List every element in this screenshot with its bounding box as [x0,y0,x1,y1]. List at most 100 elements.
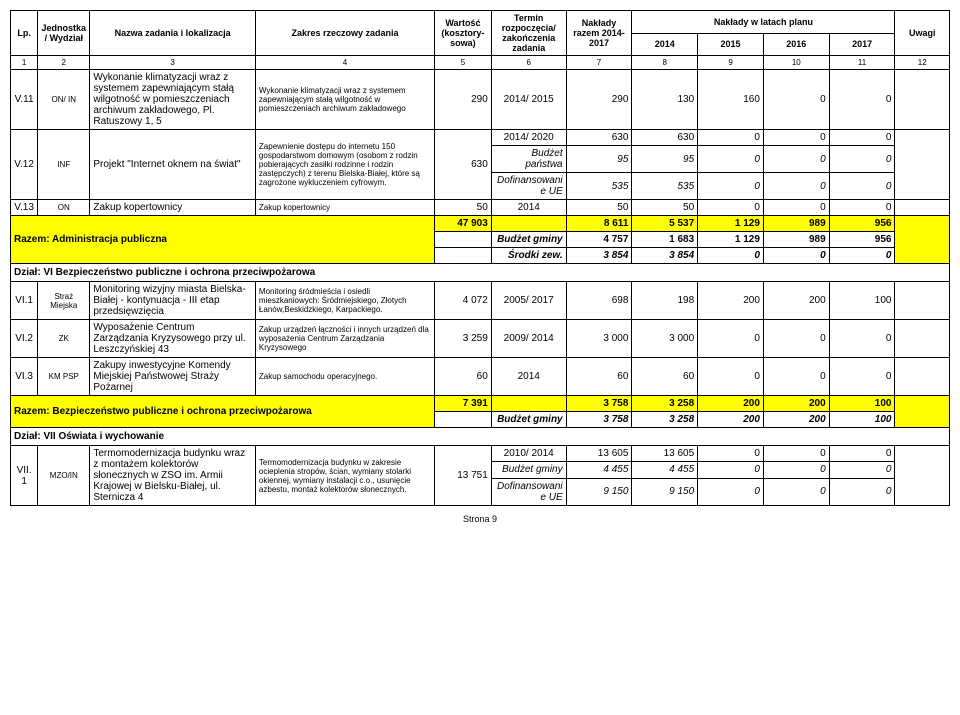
row-vi3: VI.3 KM PSP Zakupy inwestycyjne Komendy … [11,358,950,396]
sa-bg-y14: 1 683 [632,232,698,248]
v12-bp-tot: 95 [566,146,632,173]
vii1-ue-y17: 0 [829,478,895,505]
vi3-scope: Zakup samochodu operacyjnego. [255,358,434,396]
vii1-cost: 13 751 [435,446,492,506]
v13-y14: 50 [632,200,698,216]
sb-label: Razem: Bezpieczeństwo publiczne i ochron… [11,396,435,428]
cn-9: 9 [698,56,764,70]
vii1-ue-y15: 0 [698,478,764,505]
vii1-ue-y16: 0 [763,478,829,505]
vi3-y16: 0 [763,358,829,396]
vi3-notes [895,358,950,396]
h-scope: Zakres rzeczowy zadania [255,11,434,56]
vi3-lp: VI.3 [11,358,38,396]
vi1-y14: 198 [632,282,698,320]
vi3-term: 2014 [491,358,566,396]
v13-y16: 0 [763,200,829,216]
vii1-ue-label: Dofinansowanie UE [491,478,566,505]
vi1-notes [895,282,950,320]
v11-y17: 0 [829,70,895,130]
v13-lp: V.13 [11,200,38,216]
sb-y17: 100 [829,396,895,412]
h-total: Nakłady razem 2014-2017 [566,11,632,56]
row-vi2: VI.2 ZK Wyposażenie Centrum Zarządzania … [11,320,950,358]
v12-unit: INF [38,130,90,200]
cn-12: 12 [895,56,950,70]
vi2-y16: 0 [763,320,829,358]
v12-y16: 0 [763,130,829,146]
vii1-bg-y17: 0 [829,462,895,478]
vii1-name: Termomodernizacja budynku wraz z montaże… [90,446,256,506]
cn-1: 1 [11,56,38,70]
vi2-y17: 0 [829,320,895,358]
sb-y15: 200 [698,396,764,412]
sa-bg-label: Budżet gminy [491,232,566,248]
cn-8: 8 [632,56,698,70]
sb-notes [895,396,950,428]
v12-ue-y16: 0 [763,173,829,200]
sb-c: 7 391 [435,396,492,412]
sa-bg-y15: 1 129 [698,232,764,248]
v12-bp-y15: 0 [698,146,764,173]
vii1-bg-y14: 4 455 [632,462,698,478]
row-v11: V.11 ON/ IN Wykonanie klimatyzacji wraz … [11,70,950,130]
v12-cost: 630 [435,130,492,200]
vii1-scope: Termomodernizacja budynku w zakresie oci… [255,446,434,506]
v11-y16: 0 [763,70,829,130]
sb-y16: 200 [763,396,829,412]
page-footer: Strona 9 [10,514,950,524]
h-2016: 2016 [763,33,829,56]
vi2-cost: 3 259 [435,320,492,358]
v12-scope: Zapewnienie dostępu do internetu 150 gos… [255,130,434,200]
vi2-notes [895,320,950,358]
v12-ue-y14: 535 [632,173,698,200]
sa-bg-sp1 [435,232,492,248]
h-term: Termin rozpoczęcia/ zakończenia zadania [491,11,566,56]
vi3-y14: 60 [632,358,698,396]
v13-y17: 0 [829,200,895,216]
vi1-y17: 100 [829,282,895,320]
row-v13: V.13 ON Zakup kopertownicy Zakup koperto… [11,200,950,216]
sb-tot: 3 758 [566,396,632,412]
v11-y15: 160 [698,70,764,130]
sa-y14: 5 537 [632,216,698,232]
row-sum-bezp-top: Razem: Bezpieczeństwo publiczne i ochron… [11,396,950,412]
vii1-tot: 13 605 [566,446,632,462]
v13-cost: 50 [435,200,492,216]
vii1-bg-y15: 0 [698,462,764,478]
vi2-lp: VI.2 [11,320,38,358]
vi3-name: Zakupy inwestycyjne Komendy Miejskiej Pa… [90,358,256,396]
v12-notes [895,130,950,200]
v12-bp-label: Budżet państwa [491,146,566,173]
vi1-term: 2005/ 2017 [491,282,566,320]
v11-lp: V.11 [11,70,38,130]
row-v12-main: V.12 INF Projekt "Internet oknem na świa… [11,130,950,146]
sa-sz-y15: 0 [698,248,764,264]
sa-blank [491,216,566,232]
vi3-y15: 0 [698,358,764,396]
h-2017: 2017 [829,33,895,56]
cn-3: 3 [90,56,256,70]
vi1-lp: VI.1 [11,282,38,320]
sb-blank [491,396,566,412]
v12-bp-y14: 95 [632,146,698,173]
sa-c: 47 903 [435,216,492,232]
sum-admin-label: Razem: Administracja publiczna [11,216,435,264]
v11-y14: 130 [632,70,698,130]
sb-bg-y15: 200 [698,412,764,428]
vii1-bg-y16: 0 [763,462,829,478]
h-cost: Wartość (kosztory-sowa) [435,11,492,56]
v12-bp-y17: 0 [829,146,895,173]
h-2014: 2014 [632,33,698,56]
sb-bg-y14: 3 258 [632,412,698,428]
budget-table: Lp. Jednostka / Wydział Nazwa zadania i … [10,10,950,506]
sb-bg-y17: 100 [829,412,895,428]
sa-sz-y17: 0 [829,248,895,264]
h-notes: Uwagi [895,11,950,56]
vii1-bg-tot: 4 455 [566,462,632,478]
v11-notes [895,70,950,130]
vi3-cost: 60 [435,358,492,396]
v13-name: Zakup kopertownicy [90,200,256,216]
h-lp: Lp. [11,11,38,56]
row-vii1-main: VII.1 MZO/IN Termomodernizacja budynku w… [11,446,950,462]
